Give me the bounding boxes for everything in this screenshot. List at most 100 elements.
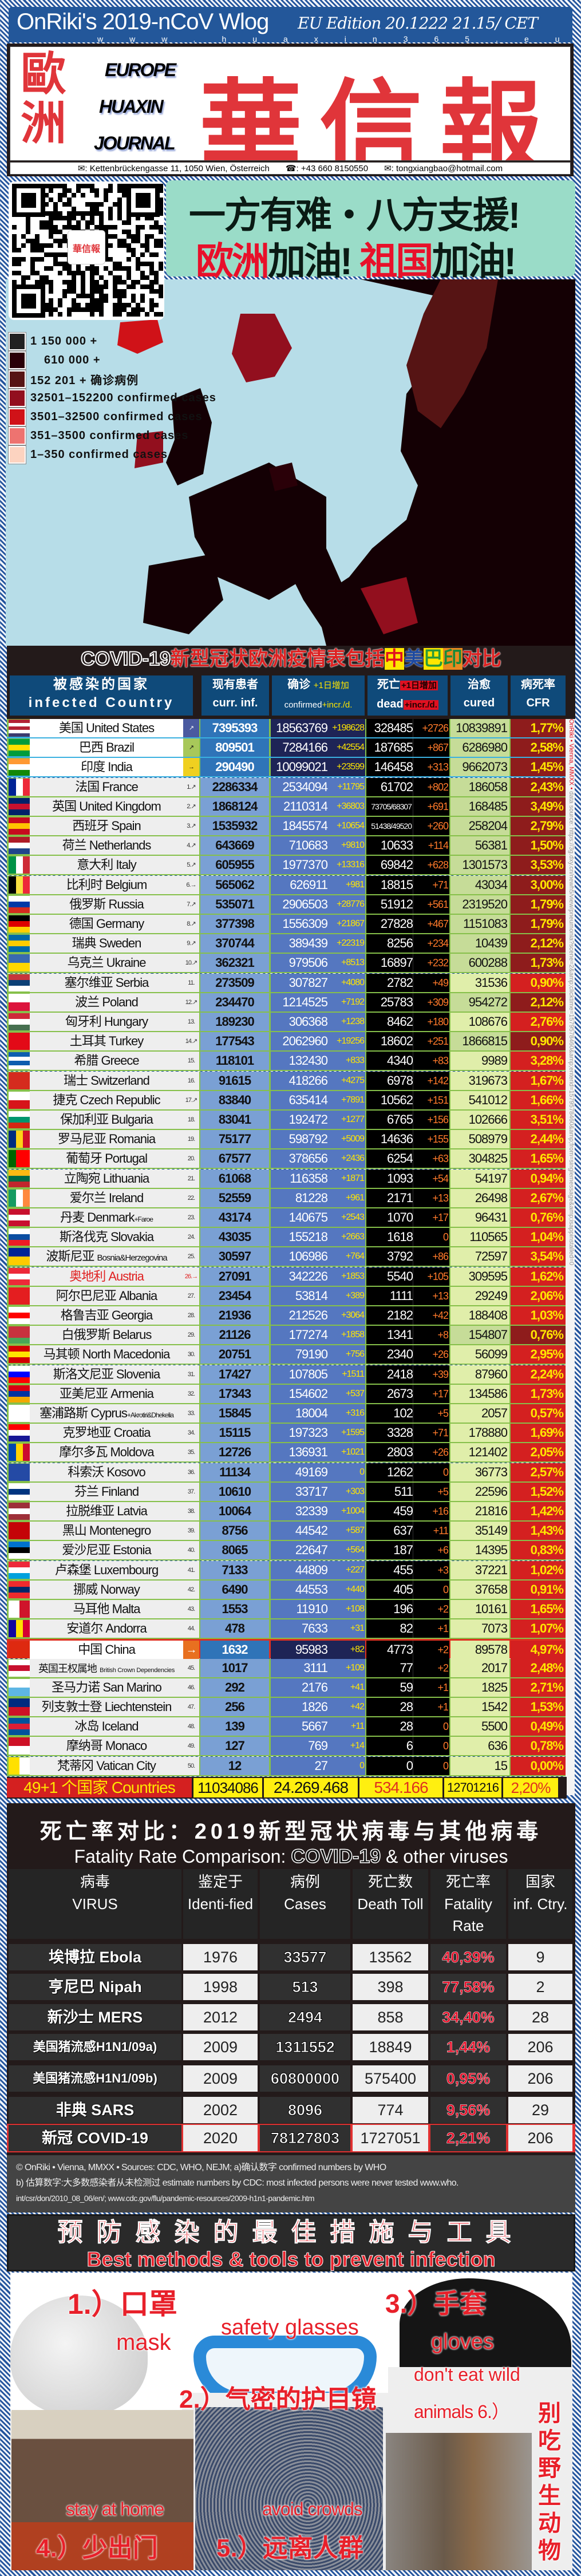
header-current: 现有患者 curr. inf. [201,675,269,716]
table-row[interactable]: 格鲁吉亚 Georgia 28. 21936 212526 +3064 2182 +42 18… [7,1306,567,1326]
table-row[interactable]: 荷兰 Netherlands 4.↗ 643669 710683 +9810 10633 +… [7,836,567,856]
dead-increase: +26 [413,1443,449,1462]
dead-total: 146458 [374,760,413,775]
table-row[interactable]: 英国王权属地 British Crown Dependencies 45. 1017… [7,1658,567,1678]
table-row[interactable]: 芬兰 Finland 37. 10610 33717 +303 511 +5 22596 1,5… [7,1482,567,1502]
country-name: 冰岛 Iceland [30,1717,183,1736]
table-row[interactable]: 瑞士 Switzerland 16. 91615 418266 +4275 6978 +14… [7,1071,567,1091]
table-row[interactable]: 科索沃 Kosovo 36. 11134 49169 0 1262 0 36773 2,57% [7,1463,567,1483]
flag-icon [9,817,30,835]
dead-increase: +2 [413,1600,449,1618]
table-row[interactable]: 瑞典 Sweden 9.↗ 370744 389439 +22319 8256 +234 10… [7,934,567,954]
current-infected: 565062 [200,875,269,894]
table-row[interactable]: 葡萄牙 Portugal 20. 67577 378656 +2436 6254 +63 30… [7,1149,567,1170]
table-row[interactable]: 马其顿 North Macedonia 30. 20751 79190 +756 2340… [7,1345,567,1365]
table-row[interactable]: 土耳其 Turkey 14.↗ 177543 2062960 +19256 18602 +2… [7,1032,567,1052]
table-row[interactable]: 捷克 Czech Republic 17.↗ 83840 635414 +7891 105… [7,1091,567,1111]
table-row[interactable]: 安道尔 Andorra 44. 478 7633 +31 82 +1 7073 1,07% [7,1619,567,1639]
country-name: 中国 China [30,1641,183,1660]
table-row[interactable]: 摩尔多瓦 Moldova 35. 12726 136931 +1021 2803 +26 12… [7,1443,567,1463]
table-row[interactable]: 比利时 Belgium 6.→ 565062 626911 +981 18815 +71 43… [7,875,567,895]
table-row[interactable]: 意大利 Italy 5.↗ 605955 1977370 +13316 69842 +628… [7,856,567,876]
table-row[interactable]: 保加利亚 Bulgaria 18. 83041 192472 +1277 6765 +156… [7,1111,567,1130]
table-row[interactable]: 德国 Germany 8.↗ 377398 1556309 +21867 27828 +46… [7,915,567,934]
confirmed-increase: +2543 [341,1212,365,1222]
table-row[interactable]: 希腊 Greece 15. 118101 132430 +833 4340 +83 9989 3… [7,1052,567,1072]
table-row[interactable]: 西班牙 Spain 3.↗ 1535932 1845574 +10654 51438/49… [7,817,567,836]
table-row[interactable]: 印度 India → 290490 10099021 +23599 146458 +313 9… [7,758,567,778]
current-infected: 1535932 [200,817,269,835]
table-row[interactable]: 亚美尼亚 Armenia 32. 17343 154602 +537 2673 +17 134… [7,1384,567,1404]
current-infected: 17427 [200,1365,269,1384]
comparison-deaths: 1727051 [353,2125,428,2151]
table-row[interactable]: 斯洛文尼亚 Slovenia 31. 17427 107805 +1511 2418 +39… [7,1365,567,1385]
table-row[interactable]: 波兰 Poland 12.↗ 234470 1214525 +7192 25783 +309… [7,993,567,1013]
flag-icon [9,1581,30,1598]
country-name: 希腊 Greece [30,1052,183,1070]
table-row[interactable]: 爱沙尼亚 Estonia 40. 8065 22647 +564 187 +6 14395 0,… [7,1541,567,1561]
table-row[interactable]: 马耳他 Malta 43. 1553 11910 +108 196 +2 10161 1,65% [7,1600,567,1619]
table-row[interactable]: 白俄罗斯 Belarus 29. 21126 177274 +1858 1341 +8 154… [7,1326,567,1346]
qr-code[interactable]: 華信報 [9,181,164,320]
table-row[interactable]: 匈牙利 Hungary 13. 189230 306368 +1238 8462 +180 1… [7,1013,567,1032]
table-row[interactable]: 圣马力诺 San Marino 46. 292 2176 +41 59 +1 1825 2,71… [7,1678,567,1698]
table-row[interactable]: 阿尔巴尼亚 Albania 27. 23454 53814 +389 1111 +13 292… [7,1286,567,1306]
confirmed-increase: +9810 [341,840,365,851]
table-row[interactable]: 梵蒂冈 Vatican City 50. 12 27 0 0 0 15 0,00% [7,1756,567,1776]
table-row[interactable]: 中国 China → 1632 95983 +82 4773 +2 89578 4,97% [7,1639,567,1660]
dead-increase: 0 [413,1228,449,1247]
table-row[interactable]: 塞尔维亚 Serbia 11. 273509 307827 +4080 2782 +49 31… [7,973,567,993]
table-row[interactable]: 巴西 Brazil ↗ 809501 7284166 +42554 187685 +867 6… [7,738,567,758]
country-name-cn: 奥地利 [69,1269,106,1283]
table-row[interactable]: 冰岛 Iceland 48. 139 5667 +11 28 0 5500 0,49% [7,1717,567,1737]
cured-count: 102666 [450,1111,509,1129]
table-row[interactable]: 塞浦路斯 Cyprus+Akrotiri&Dhekelia 33. 15845 180… [7,1404,567,1424]
table-row[interactable]: 克罗地亚 Croatia 34. 15115 197323 +1595 3328 +71 17… [7,1424,567,1444]
totals-row: 49+1 个国家 Countries 11034086 24.269.468 5… [7,1777,567,1799]
dead-increase: +142 [413,1071,449,1090]
table-row[interactable]: 列支敦士登 Liechtenstein 47. 256 1826 +42 28 +1 1542… [7,1698,567,1717]
comparison-virus: 美国猪流感H1N1/09b) [9,2065,181,2092]
confirmed-total: 2176 [302,1680,328,1694]
table-row[interactable]: 乌克兰 Ukraine 10.↗ 362321 979506 +8513 16897 +23… [7,954,567,974]
table-row[interactable]: 俄罗斯 Russia 7.↗ 535071 2906503 +28776 51912 +56… [7,895,567,915]
confirmed-total: 44809 [295,1562,328,1577]
table-row[interactable]: 罗马尼亚 Romania 19. 75177 598792 +5009 14636 +155… [7,1130,567,1150]
table-row[interactable]: 摩纳哥 Monaco 49. 127 769 +14 6 0 636 0,78% [7,1737,567,1757]
email[interactable]: ✉: tongxiangbao@hotmail.com [384,164,503,173]
table-row[interactable]: 爱尔兰 Ireland 22. 52559 81228 +961 2171 +13 26498… [7,1188,567,1208]
email-text[interactable]: tongxiangbao@hotmail.com [396,164,503,173]
mask-shape [10,2296,148,2411]
table-row[interactable]: 英国 United Kingdom 2.↗ 1868124 2110314 +36803… [7,797,567,817]
dead-increase: +1 [413,1698,449,1716]
masthead: 歐洲 EUROPE HUAXIN JOURNAL 華信報 ✉: Kettenbr… [7,44,574,176]
confirmed-total: 212526 [288,1308,328,1322]
cured-count: 2057 [450,1404,509,1423]
comparison-rate: 9,56% [430,2097,506,2123]
flag-icon [9,1444,31,1461]
table-row[interactable]: 挪威 Norway 42. 6490 44553 +440 405 0 37658 0,91% [7,1580,567,1600]
country-name-en: Iceland [101,1719,139,1734]
footnote-links[interactable]: int/csr/don/2010_08_06/en/; www.cdc.gov/… [16,2194,315,2203]
table-row[interactable]: 斯洛伐克 Slovakia 24. 43035 155218 +2663 1618 0 110… [7,1228,567,1248]
headline-line-1: 一方有难・八方支援! [189,195,520,236]
table-row[interactable]: 卢森堡 Luxembourg 41. 7133 44809 +227 455 +3 37221… [7,1560,567,1581]
confirmed-increase: +764 [345,1251,365,1262]
table-row[interactable]: 奥地利 Austria 26.→ 27091 342226 +1853 5540 +105 3… [7,1267,567,1287]
table-row[interactable]: 丹麦 Denmark+Faroe 23. 43174 140675 +2543 1070 +… [7,1208,567,1228]
table-row[interactable]: 法国 France 1.↗ 2286334 2534094 +11795 61702 +80… [7,777,567,797]
mask-label-en: mask [116,2330,171,2355]
dead-cell: 459 +16 [366,1502,449,1520]
dead-total: 328485 [374,721,413,735]
website-link[interactable]: www.huaxin365.eu [97,34,581,44]
table-row[interactable]: 黑山 Montenegro 39. 8756 44542 +587 637 +11 35149… [7,1522,567,1542]
table-row[interactable]: 立陶宛 Lithuania 21. 61068 116358 +1871 1093 +54 5… [7,1169,567,1189]
dead-cell: 1111 +13 [366,1286,449,1305]
table-row[interactable]: 拉脱维亚 Latvia 38. 10064 32339 +1004 459 +16 21816… [7,1502,567,1522]
dead-increase: +234 [413,934,449,953]
case-fatality-rate: 1,69% [511,1424,566,1443]
table-row[interactable]: 波斯尼亚 Bosnia&Herzegovina 25. 30597 106986 +76… [7,1247,567,1267]
dead-increase: +1 [413,1619,449,1638]
table-row[interactable]: 美国 United States ↗ 7395393 18563769 +198628 3… [7,719,567,738]
